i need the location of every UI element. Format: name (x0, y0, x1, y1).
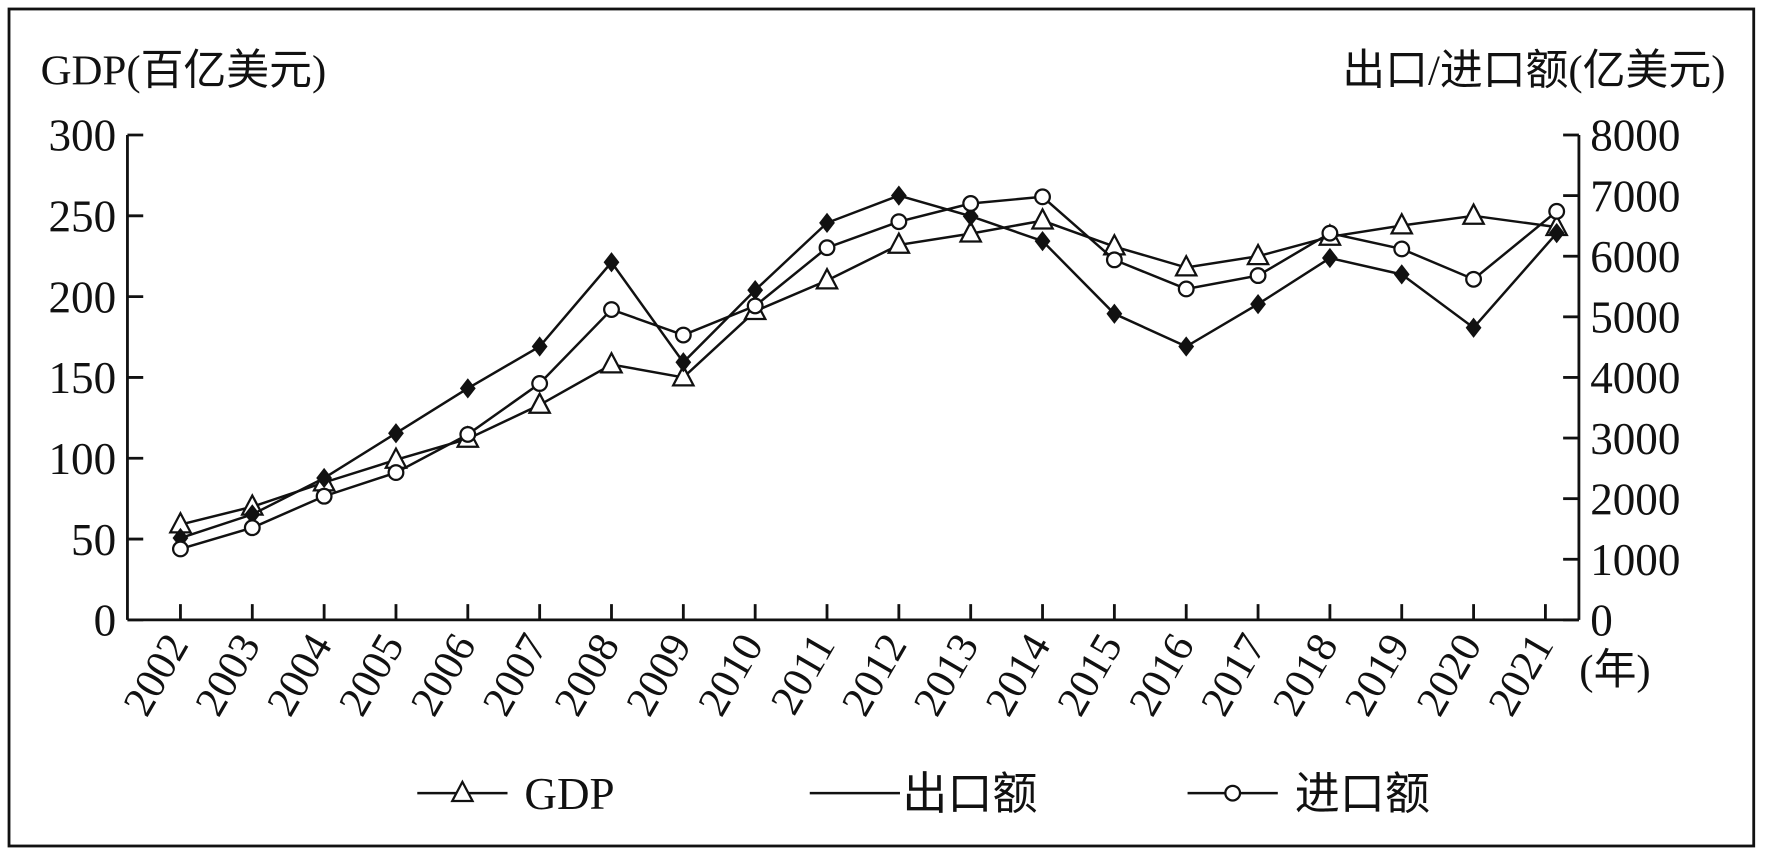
x-tick-label: 2015 (1048, 626, 1132, 724)
x-tick-label: 2007 (474, 626, 558, 724)
import-point (1465, 270, 1483, 288)
export-line (180, 194, 1558, 540)
gdp-point (527, 391, 552, 414)
x-tick-label: 2014 (977, 626, 1061, 724)
import-point (674, 326, 692, 344)
import-point (1321, 224, 1339, 242)
gdp-point (1461, 202, 1486, 225)
import-point (962, 195, 980, 212)
legend-label: 出口额 (902, 769, 1037, 819)
x-tick-label: 2005 (330, 626, 414, 724)
import-point (243, 519, 261, 537)
chart-border (7, 7, 1756, 848)
export-point (1250, 293, 1266, 315)
x-tick-label: 2021 (1480, 626, 1564, 724)
legend-label: GDP (524, 769, 614, 819)
import-point (1548, 202, 1566, 220)
series-layer (168, 185, 1569, 558)
legend-marker (450, 779, 475, 803)
gdp-point (1030, 207, 1055, 230)
x-tick-label: 2011 (762, 626, 845, 722)
left-axis-title: GDP(百亿美元) (41, 47, 327, 94)
export-point (388, 423, 404, 444)
import-point (387, 464, 405, 482)
import-point (459, 425, 477, 443)
x-tick-label: 2004 (258, 626, 342, 724)
left-tick-label: 250 (49, 192, 117, 242)
export-point (747, 280, 764, 301)
x-tick-label: 2016 (1120, 626, 1204, 724)
right-tick-label: 3000 (1590, 414, 1680, 464)
x-tick-label: 2018 (1264, 626, 1348, 724)
import-point (1105, 251, 1123, 269)
right-tick-label: 2000 (1590, 474, 1680, 524)
left-tick-label: 300 (49, 111, 117, 161)
left-tick-label: 200 (49, 272, 117, 322)
import-point (315, 487, 333, 505)
import-point (603, 301, 620, 318)
left-tick-label: 50 (71, 515, 116, 565)
export-point (1322, 247, 1338, 269)
x-tick-label: 2012 (833, 626, 917, 724)
import-point (818, 239, 836, 257)
left-tick-label: 150 (49, 353, 117, 403)
export-point (675, 352, 692, 373)
right-tick-label: 6000 (1590, 232, 1680, 282)
x-tick-label: 2006 (402, 626, 486, 724)
export-point (316, 467, 333, 489)
export-point (890, 185, 907, 206)
x-tick-label: 2009 (617, 626, 701, 724)
x-tick-label: 2003 (186, 626, 270, 724)
export-point (1034, 230, 1051, 252)
gdp-point (599, 350, 624, 374)
right-tick-label: 4000 (1590, 353, 1680, 403)
import-point (746, 297, 764, 315)
gdp-point (1174, 253, 1199, 277)
export-point (1393, 264, 1410, 285)
import-point (890, 213, 908, 231)
export-point (1548, 223, 1565, 244)
export-point (1178, 336, 1195, 357)
x-tick-label: 2013 (905, 626, 989, 724)
x-tick-label: 2019 (1336, 626, 1420, 724)
x-tick-label: 2020 (1408, 626, 1492, 724)
right-axis-title: 出口/进口额(亿美元) (1342, 47, 1725, 94)
x-tick-label: 2017 (1192, 626, 1276, 724)
export-point (459, 378, 476, 399)
legend-label: 进口额 (1295, 769, 1430, 819)
axes: 0501001502002503000100020003000400050006… (49, 111, 1681, 724)
export-point (962, 206, 979, 227)
gdp-point (671, 363, 696, 387)
gdp-point (1389, 211, 1414, 235)
import-point (1249, 267, 1267, 285)
left-tick-label: 0 (94, 596, 117, 646)
export-point (819, 212, 835, 234)
legend: GDP 出口额 进口额 (417, 769, 1430, 819)
import-point (1177, 280, 1195, 298)
x-axis-unit: (年) (1579, 647, 1650, 694)
x-tick-label: 2008 (546, 626, 630, 724)
import-point (1393, 240, 1411, 258)
gdp-point (1246, 242, 1271, 266)
export-point (1106, 303, 1123, 324)
import-point (531, 375, 549, 392)
gdp-point (886, 231, 911, 254)
legend-marker (1224, 784, 1242, 802)
right-tick-label: 0 (1590, 596, 1613, 646)
right-tick-label: 5000 (1590, 293, 1680, 343)
export-point (244, 504, 261, 525)
import-line (180, 195, 1558, 551)
import-point (1034, 188, 1051, 206)
left-tick-label: 100 (49, 434, 117, 484)
right-tick-label: 1000 (1590, 535, 1680, 585)
x-tick-label: 2002 (115, 626, 199, 724)
import-point (171, 540, 189, 558)
gdp-point (814, 266, 840, 290)
right-tick-label: 7000 (1590, 171, 1680, 221)
gdp-point (958, 219, 983, 243)
right-tick-label: 8000 (1590, 111, 1680, 161)
x-tick-label: 2010 (689, 626, 773, 724)
